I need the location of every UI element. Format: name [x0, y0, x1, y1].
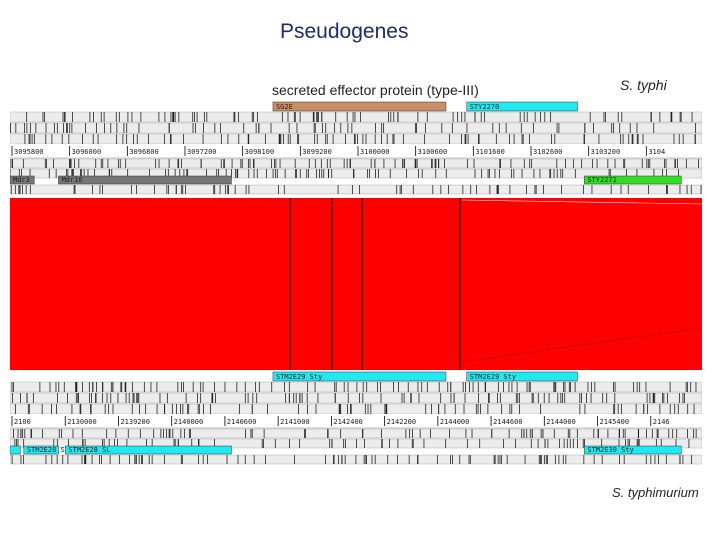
frame-row	[10, 403, 702, 415]
feature-block[interactable]	[584, 175, 682, 185]
ruler-tick-label: 2139200	[120, 418, 150, 426]
coordinate-ruler	[10, 414, 702, 428]
ruler-tick-label: 3100600	[418, 148, 448, 156]
frame-row	[10, 111, 702, 123]
feature-label: secreted effector protein (type-III)	[272, 82, 479, 98]
feature-label-text: STM2E28 SL	[27, 446, 69, 454]
feature-label-text: STY2270	[470, 103, 500, 111]
feature-label-text: STM2E30 Sty	[587, 446, 633, 454]
ruler-tick-label: 2142200	[387, 418, 417, 426]
feature-label-text: SG2E	[276, 103, 293, 111]
ruler-tick-label: 2146	[653, 418, 670, 426]
feature-label-text: Mdr3	[13, 176, 30, 184]
ruler-tick-label: 3099200	[302, 148, 332, 156]
ruler-tick-label: 3103200	[591, 148, 621, 156]
ruler-tick-label: 2145400	[600, 418, 630, 426]
feature-block[interactable]	[58, 175, 232, 185]
ruler-tick-label: 2140600	[227, 418, 257, 426]
feature-label-text: STM2E29 Sty	[470, 373, 516, 381]
feature-block[interactable]	[584, 445, 682, 455]
ruler-tick-label: 3097200	[187, 148, 217, 156]
ruler-tick-label: 2141000	[280, 418, 310, 426]
feature-label-text: STM2E28 SL	[68, 446, 110, 454]
page-title: Pseudogenes	[280, 20, 409, 43]
genome-label-top: S. typhi	[620, 77, 667, 93]
feature-block[interactable]	[10, 445, 21, 455]
ruler-tick-label: 3100000	[360, 148, 390, 156]
top-genome-track: SG2E STY2270 3095800 3096000 3096800 3097200 3…	[10, 101, 702, 195]
frame-row	[10, 392, 702, 404]
ruler-tick-label: 2144000	[440, 418, 470, 426]
ruler-tick-label: 3096800	[129, 148, 159, 156]
feature-block[interactable]	[272, 101, 447, 112]
feature-block[interactable]	[65, 445, 232, 455]
feature-block[interactable]	[10, 175, 35, 185]
ruler-tick-label: 3098100	[245, 148, 275, 156]
ruler-tick-label: 2100	[14, 418, 31, 426]
match-edge-line	[461, 199, 702, 205]
frame-row	[10, 168, 702, 179]
match-block[interactable]	[10, 198, 702, 370]
feature-block[interactable]	[466, 371, 578, 382]
ruler-tick-label: 2142400	[333, 418, 363, 426]
feature-block[interactable]	[466, 101, 578, 112]
match-edge-line	[461, 327, 702, 363]
frame-row	[10, 184, 702, 195]
genome-label-bottom: S. typhimurium	[612, 485, 699, 500]
frame-row	[10, 158, 702, 169]
ruler-tick-label: 3101600	[475, 148, 505, 156]
ruler-tick-label: 3095800	[14, 148, 44, 156]
coordinate-ruler	[10, 144, 702, 158]
frame-row	[10, 428, 702, 439]
ruler-tick-label: 2130000	[67, 418, 97, 426]
frame-row	[10, 133, 702, 145]
feature-label-text: STY2271	[587, 176, 617, 184]
feature-label-text: STM2E29 Sty	[276, 373, 322, 381]
ruler-tick-label: 2140000	[174, 418, 204, 426]
feature-block[interactable]	[23, 445, 59, 455]
ruler-tick-label: 2144000	[546, 418, 576, 426]
bottom-genome-track: STM2E29 Sty STM2E29 Sty 2100 2130000 2139200…	[10, 371, 702, 465]
match-region	[10, 198, 702, 370]
comparison-browser[interactable]: SG2E STY2270 3095800 3096000 3096800 3097200 3…	[10, 100, 702, 468]
ruler-tick-label: 3096000	[72, 148, 102, 156]
ruler-tick-label: 3102600	[533, 148, 563, 156]
frame-row	[10, 122, 702, 134]
feature-block[interactable]	[272, 371, 447, 382]
ruler-tick-label: 3104	[648, 148, 665, 156]
ruler-tick-label: 2144600	[493, 418, 523, 426]
frame-row	[10, 381, 702, 393]
frame-row	[10, 438, 702, 449]
feature-label-text: Mdr16	[61, 176, 82, 184]
